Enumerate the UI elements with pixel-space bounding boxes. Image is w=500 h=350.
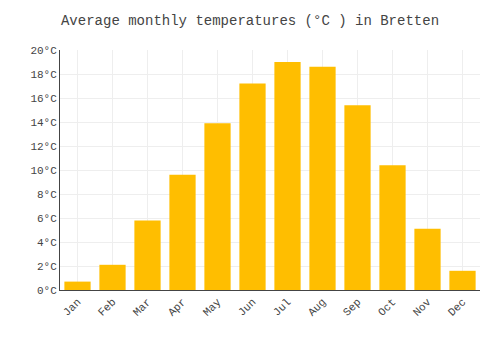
- svg-text:14°C: 14°C: [30, 117, 57, 129]
- svg-text:Dec: Dec: [446, 296, 468, 318]
- svg-text:Aug: Aug: [306, 296, 328, 318]
- svg-text:0°C: 0°C: [37, 285, 57, 297]
- svg-text:2°C: 2°C: [37, 261, 57, 273]
- svg-text:Mar: Mar: [131, 296, 153, 318]
- svg-text:Average monthly temperatures (: Average monthly temperatures (°C ) in Br…: [61, 13, 439, 29]
- svg-text:May: May: [201, 296, 224, 319]
- svg-text:4°C: 4°C: [37, 237, 57, 249]
- svg-text:Nov: Nov: [411, 296, 434, 319]
- svg-text:8°C: 8°C: [37, 189, 57, 201]
- svg-text:Oct: Oct: [376, 296, 398, 318]
- svg-text:20°C: 20°C: [30, 45, 57, 57]
- svg-text:6°C: 6°C: [37, 213, 57, 225]
- svg-text:10°C: 10°C: [30, 165, 57, 177]
- svg-text:12°C: 12°C: [30, 141, 57, 153]
- svg-text:Jan: Jan: [61, 296, 83, 318]
- svg-text:Feb: Feb: [96, 296, 118, 318]
- svg-text:Sep: Sep: [341, 296, 363, 318]
- svg-text:Jun: Jun: [236, 296, 258, 318]
- svg-text:Apr: Apr: [166, 296, 188, 318]
- svg-text:16°C: 16°C: [30, 93, 57, 105]
- svg-text:18°C: 18°C: [30, 69, 57, 81]
- svg-text:Jul: Jul: [271, 296, 293, 318]
